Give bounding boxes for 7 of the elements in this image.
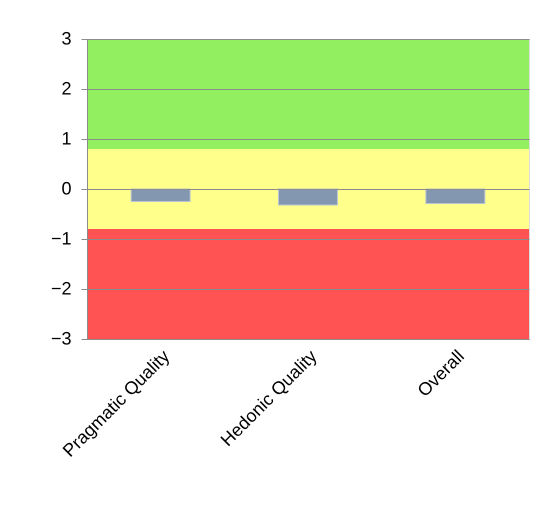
y-tick-label: 1 — [61, 128, 72, 148]
y-tick-label: −1 — [50, 228, 72, 248]
y-tick-label: 0 — [61, 178, 72, 198]
y-tick-label: −3 — [50, 328, 72, 348]
y-tick-label: −2 — [50, 278, 72, 298]
y-tick-label: 2 — [61, 78, 72, 98]
y-tick-label: 3 — [61, 28, 72, 48]
